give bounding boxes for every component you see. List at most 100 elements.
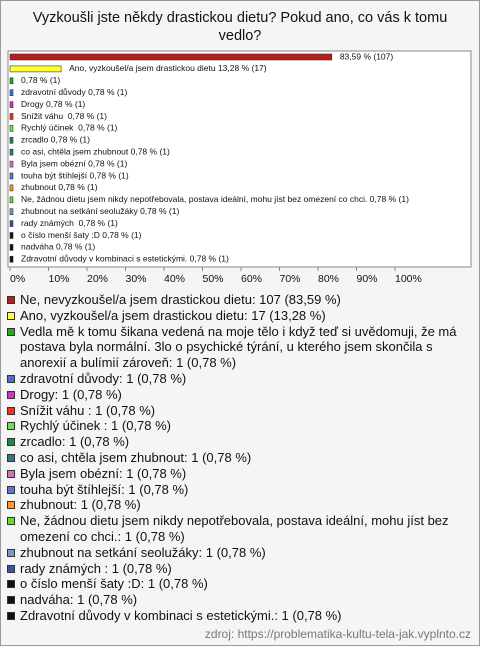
bar-value-label: zrcadlo 0,78 % (1) [21, 135, 90, 145]
bar-value-label: 83,59 % (107) [340, 51, 394, 61]
bar [9, 244, 14, 251]
bar [9, 160, 14, 168]
legend-label: Ne, žádnou dietu jsem nikdy nepotřeboval… [20, 513, 453, 544]
legend-item: Snížit váhu : 1 (0,78 %) [7, 403, 473, 419]
legend-label: o číslo menší šaty :D: 1 (0,78 %) [20, 576, 208, 592]
bar-value-label: zhubnout na setkání seolužáky 0,78 % (1) [21, 206, 179, 216]
x-tick-label: 20% [87, 273, 108, 285]
legend-label: Rychlý účinek : 1 (0,78 %) [20, 418, 172, 434]
source: zdroj: https://problematika-kultu-tela-j… [204, 627, 471, 641]
bar-value-label: Rychlý účinek 0,78 % (1) [21, 123, 118, 133]
legend-item: Ne, žádnou dietu jsem nikdy nepotřeboval… [7, 513, 473, 545]
bar [9, 113, 14, 120]
bar [9, 148, 14, 156]
legend-label: zdravotní důvody: 1 (0,78 %) [20, 370, 187, 386]
x-tick-label: 0% [10, 273, 25, 285]
x-tick-label: 90% [357, 273, 378, 285]
legend-item: Ne, nevyzkoušel/a jsem drastickou dietu:… [7, 292, 473, 308]
bar [9, 256, 14, 263]
bar-value-label: zdravotní důvody 0,78 % (1) [21, 87, 127, 97]
legend-item: zhubnout: 1 (0,78 %) [7, 497, 473, 513]
legend-label: Vedla mě k tomu šikana vedená na moje tě… [20, 323, 461, 371]
bar [9, 172, 14, 180]
plot-frame [7, 50, 472, 268]
legend-marker [7, 311, 15, 320]
bar [9, 220, 14, 227]
bar [9, 89, 14, 96]
legend-marker [7, 517, 15, 526]
legend-marker [7, 596, 15, 605]
legend-marker [7, 580, 15, 589]
legend-label: Ne, nevyzkoušel/a jsem drastickou dietu:… [20, 292, 341, 307]
legend-marker [7, 327, 15, 336]
bar [9, 184, 14, 192]
legend-marker [7, 501, 15, 510]
chart: 0% 10% 20% 30% 40% 50% 60% 70% 80% 90% 100% 83,59 %… [7, 50, 472, 285]
x-tick-label: 50% [203, 273, 224, 285]
bar-value-label: o číslo menší šaty :D 0,78 % (1) [21, 230, 142, 240]
legend-marker [7, 548, 15, 557]
bar [9, 77, 14, 85]
bar-value-label: nadváha 0,78 % (1) [21, 242, 95, 252]
legend-label: zhubnout na setkání seolužáky: 1 (0,78 %… [20, 544, 266, 560]
legend-label: Byla jsem obézní: 1 (0,78 %) [20, 465, 187, 481]
legend-label: Drogy: 1 (0,78 %) [20, 386, 122, 402]
legend-label: Snížit váhu : 1 (0,78 %) [20, 402, 156, 418]
legend: Ne, nevyzkoušel/a jsem drastickou dietu:… [7, 292, 473, 624]
legend-item: Drogy: 1 (0,78 %) [7, 387, 473, 403]
bar-value-label: touha být štíhlejší 0,78 % (1) [21, 170, 129, 180]
bar-value-label: Snížit váhu 0,78 % (1) [21, 111, 107, 121]
legend-item: zdravotní důvody: 1 (0,78 %) [7, 371, 473, 387]
x-tick-label: 80% [318, 273, 339, 285]
bar [9, 65, 62, 73]
legend-item: touha být štíhlejší: 1 (0,78 %) [7, 482, 473, 498]
legend-marker [7, 422, 15, 431]
legend-item: Byla jsem obézní: 1 (0,78 %) [7, 466, 473, 482]
legend-marker [7, 469, 15, 478]
legend-marker [7, 406, 15, 415]
legend-label: zrcadlo: 1 (0,78 %) [20, 434, 130, 450]
legend-marker [7, 611, 15, 620]
legend-marker [7, 453, 15, 462]
bar [9, 232, 14, 239]
legend-label: Zdravotní důvody v kombinaci s estetický… [20, 607, 342, 623]
legend-marker [7, 438, 15, 447]
legend-item: Vedla mě k tomu šikana vedená na moje tě… [7, 324, 473, 371]
legend-item: Ano, vyzkoušel/a jsem drastickou dietu: … [7, 308, 473, 324]
x-tick-label: 30% [126, 273, 147, 285]
bar-value-label: Drogy 0,78 % (1) [21, 99, 85, 109]
legend-label: Ano, vyzkoušel/a jsem drastickou dietu: … [20, 307, 326, 323]
bar [9, 208, 14, 215]
legend-label: co asi, chtěla jsem zhubnout: 1 (0,78 %) [20, 449, 252, 465]
x-tick-label: 40% [164, 273, 185, 285]
bar-value-label: 0,78 % (1) [21, 75, 60, 85]
x-tick-label: 60% [241, 273, 262, 285]
legend-item: Rychlý účinek : 1 (0,78 %) [7, 418, 473, 434]
bar-value-label: co asi, chtěla jsem zhubnout 0,78 % (1) [21, 146, 170, 156]
legend-item: zrcadlo: 1 (0,78 %) [7, 434, 473, 450]
legend-item: rady známých : 1 (0,78 %) [7, 561, 473, 577]
legend-label: touha být štíhlejší: 1 (0,78 %) [20, 481, 189, 497]
bar-value-label: rady známých 0,78 % (1) [21, 218, 118, 228]
bar [9, 101, 14, 108]
bar [9, 53, 333, 61]
legend-marker [7, 374, 15, 383]
bar-value-label: Byla jsem obézní 0,78 % (1) [21, 158, 127, 168]
bar-value-label: zhubnout 0,78 % (1) [21, 182, 98, 192]
legend-item: zhubnout na setkání seolužáky: 1 (0,78 %… [7, 545, 473, 561]
legend-item: co asi, chtěla jsem zhubnout: 1 (0,78 %) [7, 450, 473, 466]
legend-label: rady známých : 1 (0,78 %) [20, 560, 172, 576]
legend-marker [7, 564, 15, 573]
x-tick-label: 70% [280, 273, 301, 285]
legend-item: o číslo menší šaty :D: 1 (0,78 %) [7, 576, 473, 592]
legend-label: zhubnout: 1 (0,78 %) [20, 497, 141, 513]
chart-title: Vyzkoušli jste někdy drastickou dietu? P… [32, 10, 448, 44]
legend-marker [7, 390, 15, 399]
legend-label: nadváha: 1 (0,78 %) [20, 592, 138, 608]
bar [9, 196, 14, 204]
bar [9, 137, 14, 144]
legend-item: Zdravotní důvody v kombinaci s estetický… [7, 608, 473, 624]
legend-marker [7, 485, 15, 494]
legend-marker [7, 296, 15, 304]
